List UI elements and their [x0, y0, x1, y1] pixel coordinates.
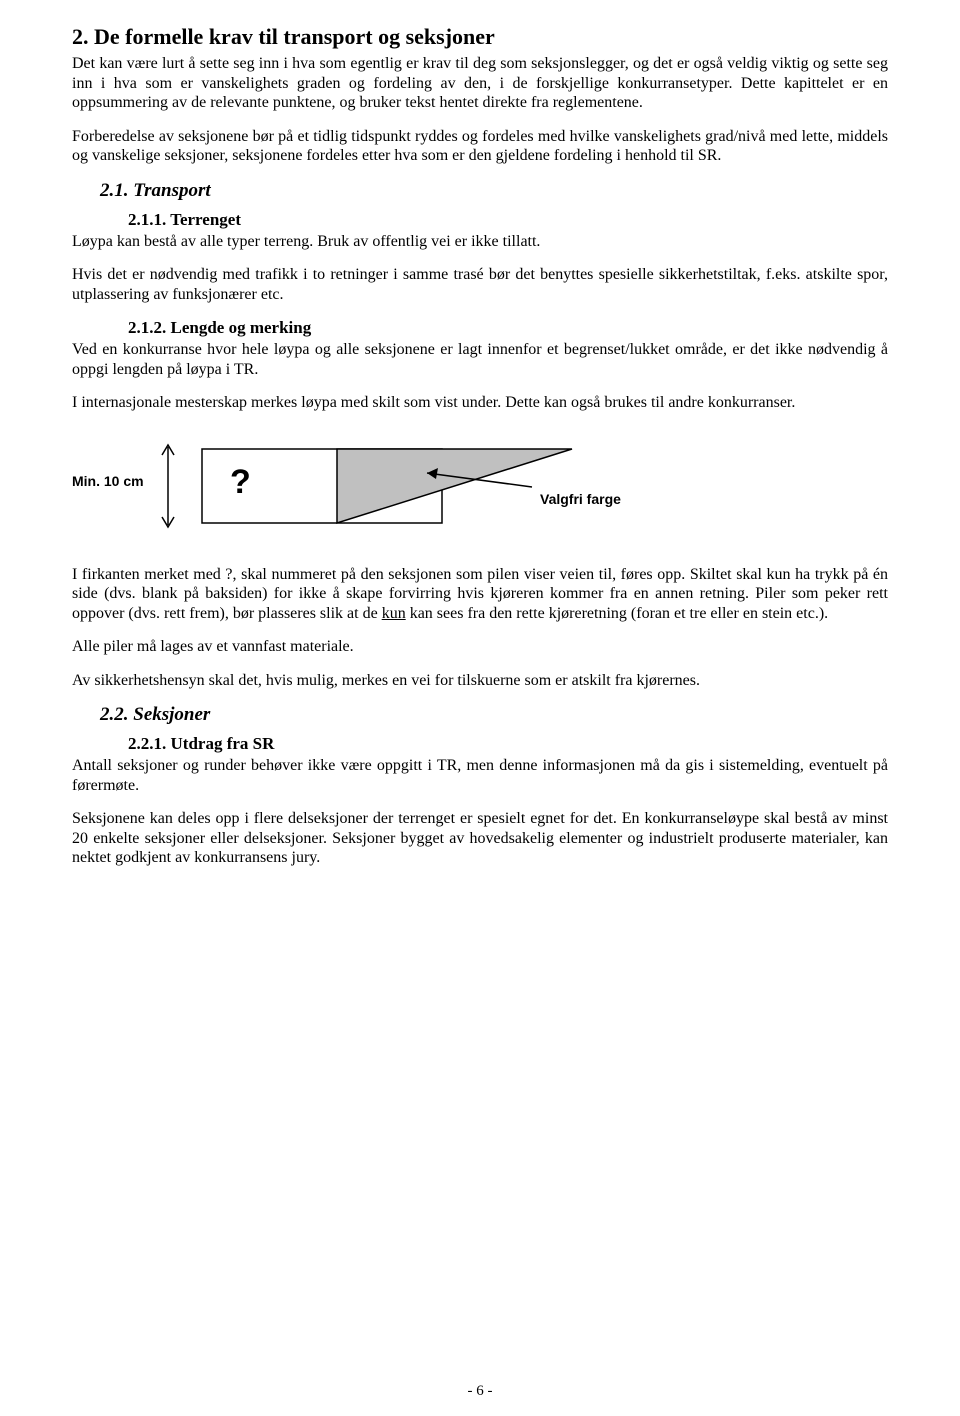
section-2-1-1-paragraph-2: Hvis det er nødvendig med trafikk i to r… [72, 265, 888, 304]
section-2-2-1-heading: 2.2.1. Utdrag fra SR [128, 734, 888, 754]
section-2-1-1-paragraph-1: Løypa kan bestå av alle typer terreng. B… [72, 232, 888, 252]
page: 2. De formelle krav til transport og sek… [0, 0, 960, 1416]
underlined-word: kun [382, 605, 406, 622]
after-diagram-paragraph-1: I firkanten merket med ?, skal nummeret … [72, 565, 888, 624]
sign-diagram-svg [72, 431, 632, 543]
section-2-1-2-paragraph-1: Ved en konkurranse hvor hele løypa og al… [72, 340, 888, 379]
sign-diagram: Min. 10 cm ? Valgfri farge [72, 431, 888, 543]
after-diagram-paragraph-2: Alle piler må lages av et vannfast mater… [72, 637, 888, 657]
section-2-1-2-paragraph-2: I internasjonale mesterskap merkes løypa… [72, 393, 888, 413]
diagram-question-mark: ? [230, 463, 251, 502]
section-2-2-heading: 2.2. Seksjoner [100, 704, 888, 726]
section-2-2-1-paragraph-1: Antall seksjoner og runder behøver ikke … [72, 756, 888, 795]
page-title: 2. De formelle krav til transport og sek… [72, 24, 888, 50]
text-run: kan sees fra den rette kjøreretning (for… [406, 605, 828, 622]
intro-paragraph-1: Det kan være lurt å sette seg inn i hva … [72, 54, 888, 113]
section-2-1-2-heading: 2.1.2. Lengde og merking [128, 318, 888, 338]
section-2-2-1-paragraph-2: Seksjonene kan deles opp i flere delseks… [72, 809, 888, 868]
section-2-1-heading: 2.1. Transport [100, 180, 888, 202]
diagram-right-label: Valgfri farge [540, 491, 621, 507]
diagram-min-label: Min. 10 cm [72, 473, 144, 489]
intro-paragraph-2: Forberedelse av seksjonene bør på et tid… [72, 127, 888, 166]
section-2-1-1-heading: 2.1.1. Terrenget [128, 210, 888, 230]
page-number: - 6 - [0, 1383, 960, 1400]
after-diagram-paragraph-3: Av sikkerhetshensyn skal det, hvis mulig… [72, 671, 888, 691]
